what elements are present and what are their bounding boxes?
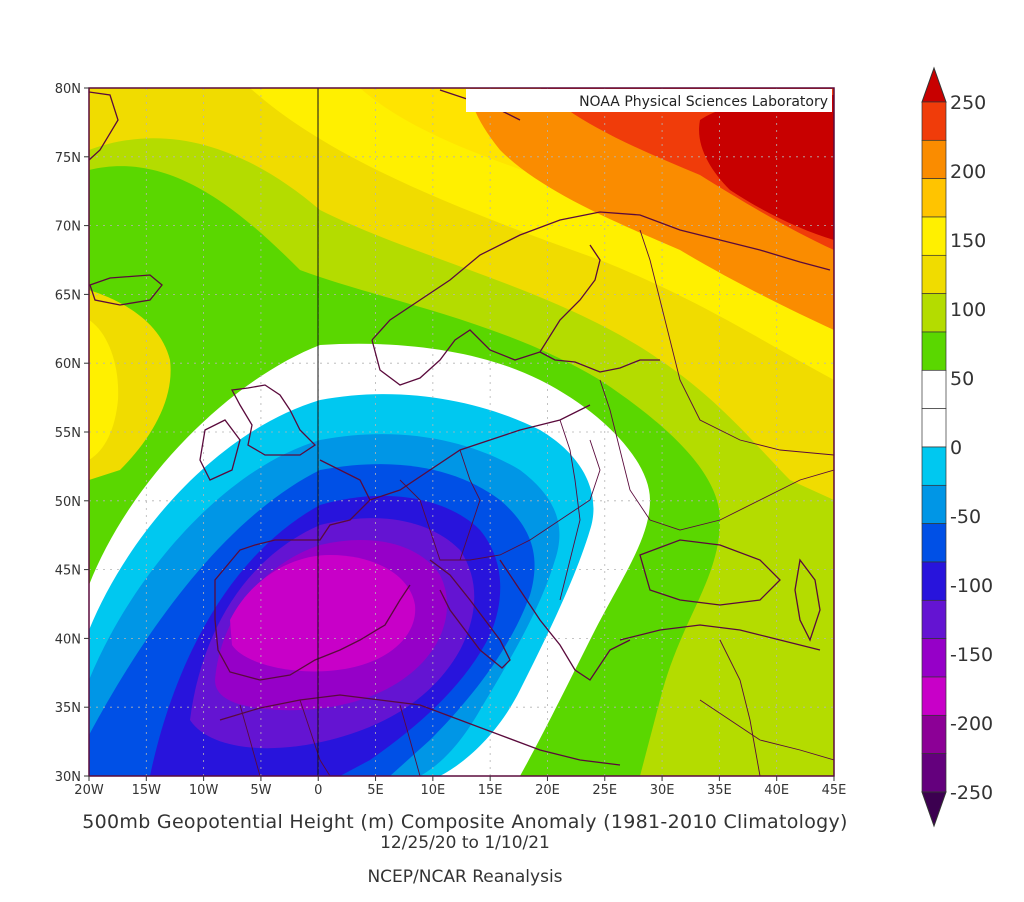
colorbar-segment xyxy=(921,139,947,180)
colorbar-label: 100 xyxy=(950,299,986,321)
lon-tick-label: 20E xyxy=(535,783,560,798)
lon-tick-label: 10W xyxy=(189,783,219,798)
colorbar-bottom-arrow xyxy=(921,791,947,828)
colorbar-label: 150 xyxy=(950,230,986,252)
lon-tick-label: 10E xyxy=(420,783,445,798)
latitude-axis: 80N 75N 70N 65N 60N 55N 50N 45N 40N 35N 30N xyxy=(55,82,89,785)
colorbar-label: -200 xyxy=(950,713,993,735)
colorbar-segment xyxy=(921,101,947,141)
colorbar-label: 250 xyxy=(950,92,986,114)
colorbar-segment xyxy=(921,753,947,793)
colorbar-segment xyxy=(921,331,947,371)
colorbar-label: -50 xyxy=(950,506,981,528)
lon-tick-label: 45E xyxy=(822,783,847,798)
lat-tick-label: 35N xyxy=(55,701,81,716)
colorbar-segment xyxy=(921,216,947,256)
lon-tick-label: 30E xyxy=(650,783,675,798)
credit-label: NOAA Physical Sciences Laboratory xyxy=(579,94,828,110)
lon-tick-label: 25E xyxy=(592,783,617,798)
lat-tick-label: 45N xyxy=(55,564,81,579)
anomaly-contours xyxy=(89,88,834,776)
country-borders xyxy=(239,229,834,776)
colorbar-segment xyxy=(921,676,947,716)
lon-tick-label: 0 xyxy=(314,783,322,798)
lon-tick-label: 20W xyxy=(74,783,104,798)
colorbar-segment xyxy=(921,369,947,410)
lat-tick-label: 30N xyxy=(55,770,81,785)
lon-tick-label: 15E xyxy=(478,783,503,798)
lon-tick-label: 5W xyxy=(250,783,271,798)
colorbar-segment xyxy=(921,446,947,486)
colorbar: 250 200 150 100 50 0 -50 -100 -150 -200 -250 xyxy=(921,66,993,828)
lat-tick-label: 70N xyxy=(55,220,81,235)
coastlines xyxy=(89,89,831,766)
lat-tick-label: 60N xyxy=(55,357,81,372)
colorbar-label: -150 xyxy=(950,644,993,666)
colorbar-segment xyxy=(921,293,947,333)
longitude-axis: 20W 15W 10W 5W 0 5E 10E 15E 20E 25E 30E 35E 40E 45E xyxy=(74,776,846,798)
colorbar-segment xyxy=(921,484,947,525)
lon-tick-label: 5E xyxy=(367,783,384,798)
figure-source: NCEP/NCAR Reanalysis xyxy=(367,867,563,887)
colorbar-label: -250 xyxy=(950,782,993,804)
credit-box xyxy=(466,89,832,112)
colorbar-segment xyxy=(921,714,947,755)
figure-dates: 12/25/20 to 1/10/21 xyxy=(380,833,550,853)
colorbar-top-arrow xyxy=(921,66,947,103)
colorbar-segment xyxy=(921,523,947,563)
colorbar-label: 0 xyxy=(950,437,962,459)
lon-tick-label: 35E xyxy=(707,783,732,798)
colorbar-segment xyxy=(921,599,947,640)
colorbar-segment xyxy=(921,408,947,448)
graticule xyxy=(89,88,834,776)
colorbar-label: 200 xyxy=(950,161,986,183)
figure-title: 500mb Geopotential Height (m) Composite … xyxy=(82,811,848,833)
lat-tick-label: 40N xyxy=(55,632,81,647)
lat-tick-label: 55N xyxy=(55,426,81,441)
colorbar-label: -100 xyxy=(950,575,993,597)
lon-tick-label: 15W xyxy=(132,783,162,798)
colorbar-segment xyxy=(921,178,947,218)
lat-tick-label: 65N xyxy=(55,288,81,303)
colorbar-label: 50 xyxy=(950,368,974,390)
colorbar-segment xyxy=(921,561,947,601)
lat-tick-label: 75N xyxy=(55,151,81,166)
colorbar-segment xyxy=(921,254,947,295)
lat-tick-label: 80N xyxy=(55,82,81,97)
colorbar-segment xyxy=(921,638,947,678)
lat-tick-label: 50N xyxy=(55,495,81,510)
lon-tick-label: 40E xyxy=(764,783,789,798)
